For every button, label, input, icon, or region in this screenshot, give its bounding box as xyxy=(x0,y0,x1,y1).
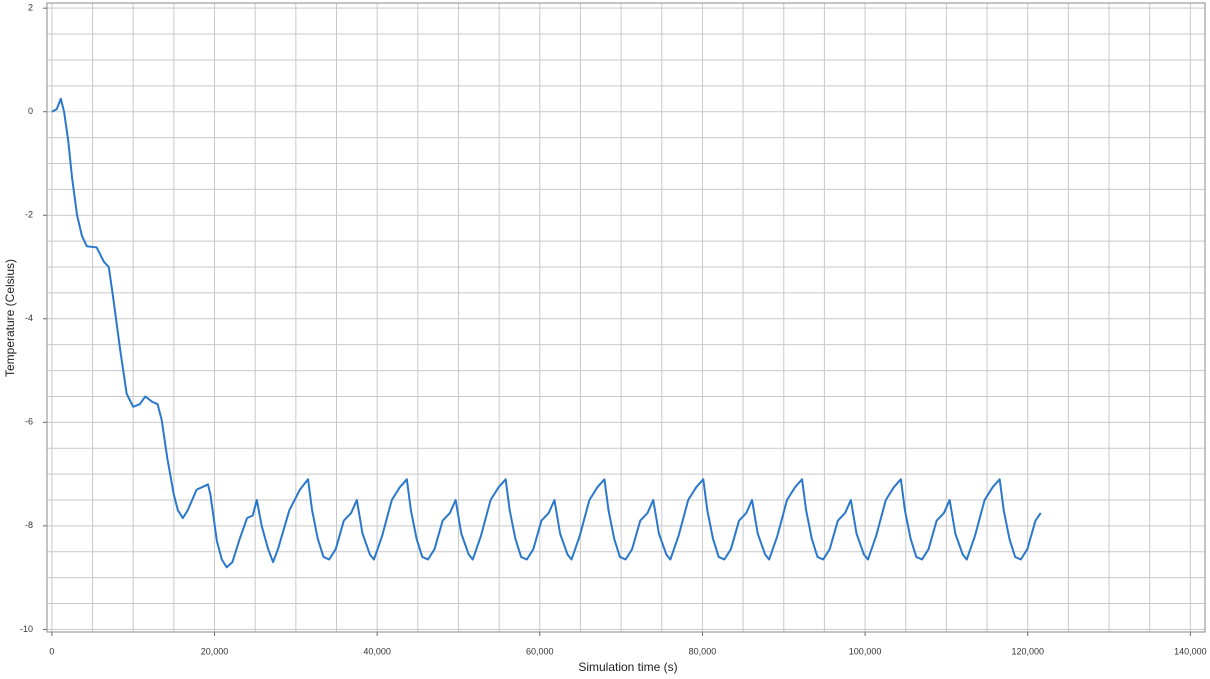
x-tick-label: 20,000 xyxy=(201,646,229,656)
y-tick-label: -8 xyxy=(25,520,33,530)
y-tick-label: -6 xyxy=(25,417,33,427)
y-tick-label: -2 xyxy=(25,210,33,220)
x-axis-label: Simulation time (s) xyxy=(578,660,677,674)
y-tick-label: -10 xyxy=(20,624,33,634)
x-tick-label: 60,000 xyxy=(526,646,554,656)
x-tick-label: 100,000 xyxy=(849,646,882,656)
data-line xyxy=(51,97,1042,569)
y-tick-label: -4 xyxy=(25,313,33,323)
y-axis-label: Temperature (Celsius) xyxy=(3,259,17,377)
plot-frame xyxy=(46,2,1206,633)
x-tick-label: 40,000 xyxy=(363,646,391,656)
y-tick-label: 2 xyxy=(28,3,33,13)
x-tick-label: 0 xyxy=(49,646,54,656)
y-tick-label: 0 xyxy=(28,106,33,116)
x-tick-label: 140,000 xyxy=(1174,646,1207,656)
x-tick-label: 120,000 xyxy=(1011,646,1044,656)
x-tick-label: 80,000 xyxy=(689,646,717,656)
